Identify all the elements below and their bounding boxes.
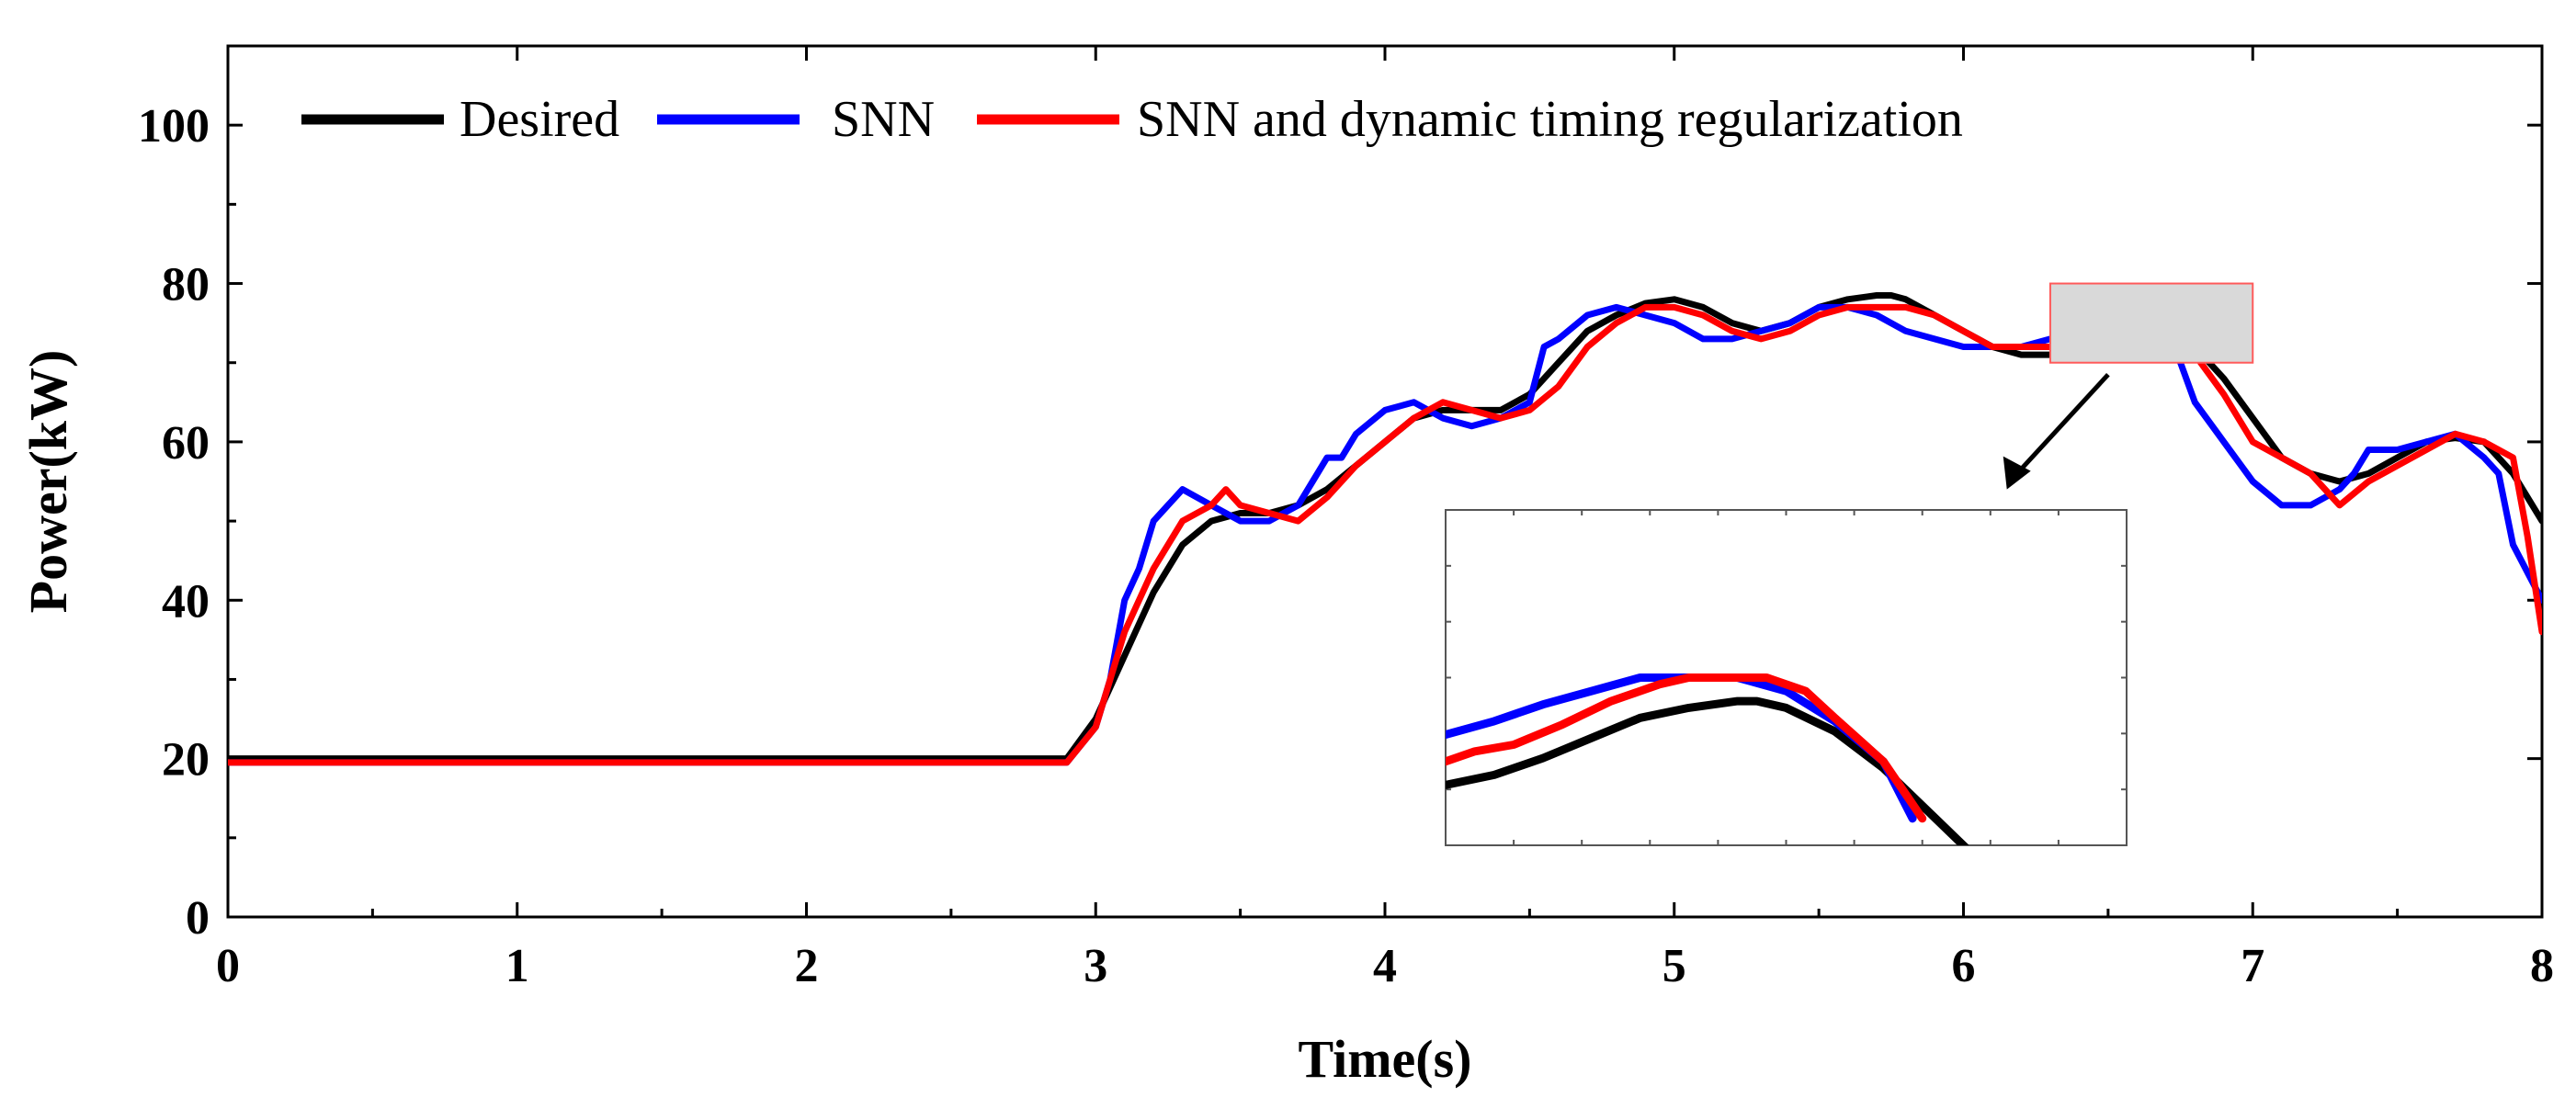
legend-label-snn-and-dynamic-timing-regularization: SNN and dynamic timing regularization	[1137, 91, 1963, 148]
series-lines	[228, 292, 2542, 766]
inset-line-desired	[1446, 696, 1969, 845]
x-tick-label: 6	[1952, 940, 1976, 992]
y-axis-title: Power(kW)	[18, 350, 78, 614]
x-tick-label: 2	[795, 940, 819, 992]
legend-label-desired: Desired	[460, 91, 619, 148]
y-tick-label: 40	[162, 575, 210, 628]
x-tick-label: 8	[2530, 940, 2554, 992]
x-axis-title: Time(s)	[1298, 1029, 1471, 1089]
axis-labels: Time(s) Power(kW)	[18, 350, 1472, 1089]
legend-label-snn: SNN	[832, 91, 935, 148]
y-tick-label: 80	[162, 259, 210, 311]
y-tick-label: 0	[186, 892, 210, 945]
x-tick-label: 1	[505, 940, 529, 992]
y-tick-label: 20	[162, 734, 210, 786]
inset-line-snn-and-dynamic-timing-regularization	[1446, 673, 1927, 823]
inset-plot	[1445, 509, 2128, 846]
inset-frame	[1445, 509, 2128, 846]
zoom-arrow	[2003, 372, 2110, 490]
x-tick-label: 7	[2241, 940, 2264, 992]
legend: Desired SNN SNN and dynamic timing regular…	[301, 91, 1963, 148]
x-tick-label: 4	[1373, 940, 1397, 992]
highlight-rect	[2048, 282, 2254, 364]
series-line-snn	[228, 303, 2542, 766]
x-tick-label: 3	[1084, 940, 1107, 992]
y-tick-label: 100	[138, 100, 210, 153]
zoom-arrow-shaft	[2014, 372, 2110, 477]
x-tick-label: 5	[1662, 940, 1686, 992]
inset-series-lines	[1446, 673, 1969, 845]
series-line-snn-and-dynamic-timing-regularization	[228, 303, 2542, 766]
highlight-box	[2048, 282, 2254, 364]
x-tick-label: 0	[216, 940, 240, 992]
y-tick-label: 60	[162, 417, 210, 470]
zoom-arrow-head	[2003, 456, 2031, 490]
